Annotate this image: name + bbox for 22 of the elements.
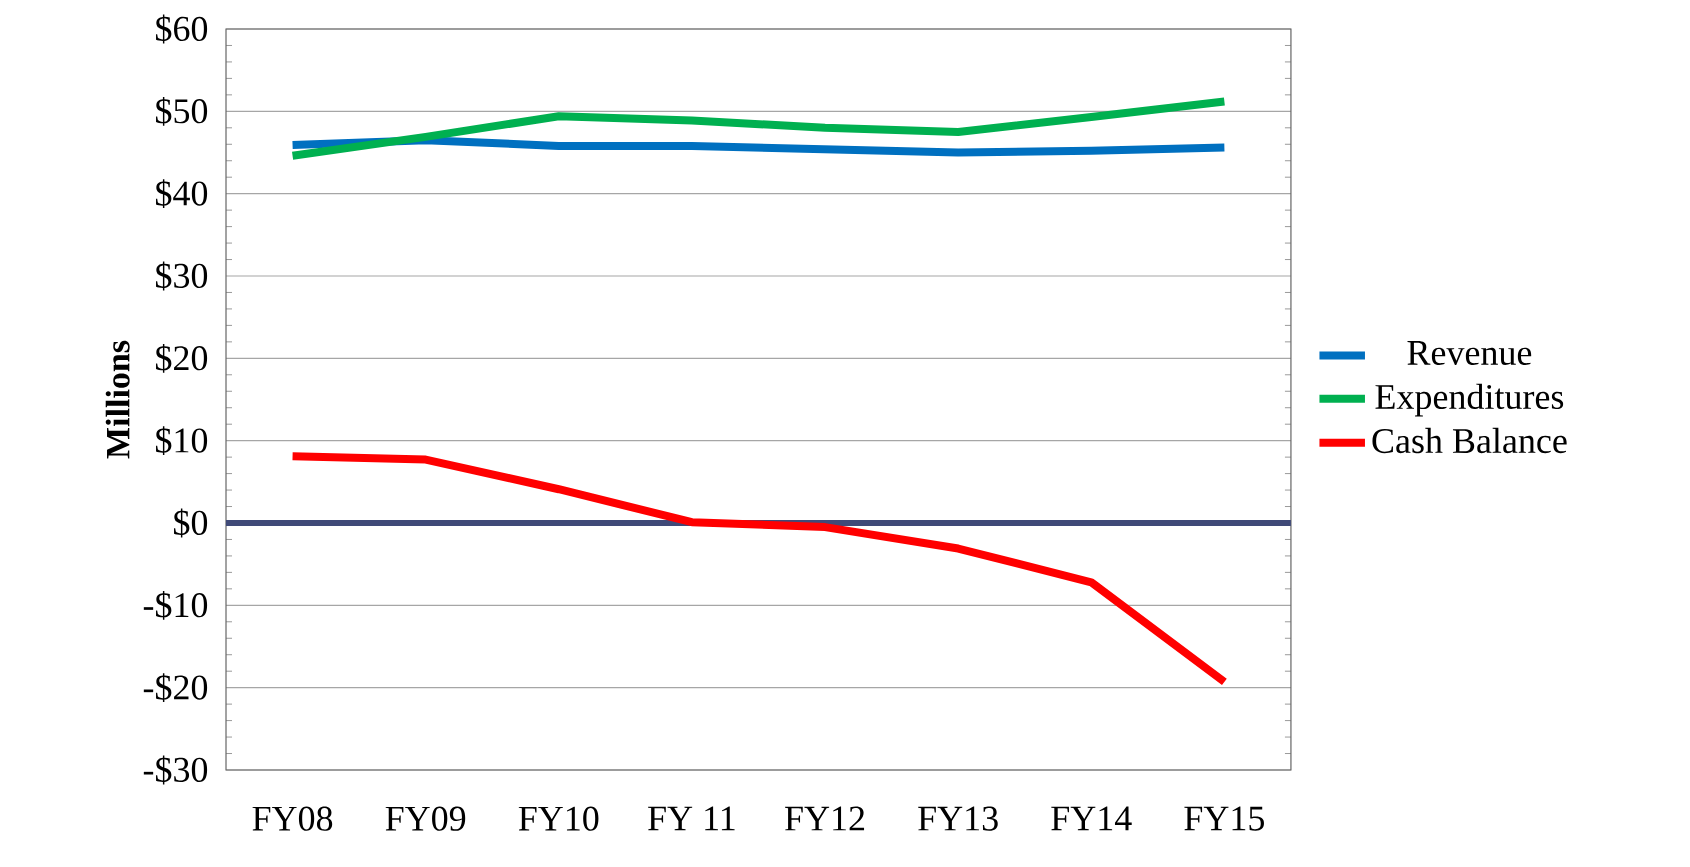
x-tick-label: FY08 (252, 806, 333, 831)
x-tick-label: FY13 (918, 806, 998, 831)
y-tick-label: $20 (156, 343, 208, 373)
legend-label: Expenditures (1375, 383, 1564, 417)
x-tick-label: FY14 (1051, 806, 1132, 831)
y-tick-label: -$20 (143, 673, 208, 703)
legend-label: Revenue (1407, 341, 1532, 365)
y-axis-title: Millions (105, 340, 130, 459)
y-tick-label: $10 (156, 426, 208, 456)
legend-label: Cash Balance (1372, 427, 1567, 454)
x-tick-label: FY 11 (648, 806, 735, 831)
y-tick-label: $60 (156, 14, 208, 44)
y-tick-label: $50 (156, 96, 208, 126)
x-tick-label: FY09 (385, 806, 466, 831)
x-tick-label: FY15 (1184, 806, 1264, 831)
y-tick-label: -$30 (143, 755, 208, 785)
x-tick-label: FY10 (518, 806, 599, 831)
y-tick-label: -$10 (143, 590, 208, 620)
y-tick-label: $0 (174, 508, 208, 538)
y-tick-label: $30 (156, 261, 208, 291)
x-tick-label: FY12 (785, 806, 865, 831)
y-tick-label: $40 (156, 179, 208, 209)
